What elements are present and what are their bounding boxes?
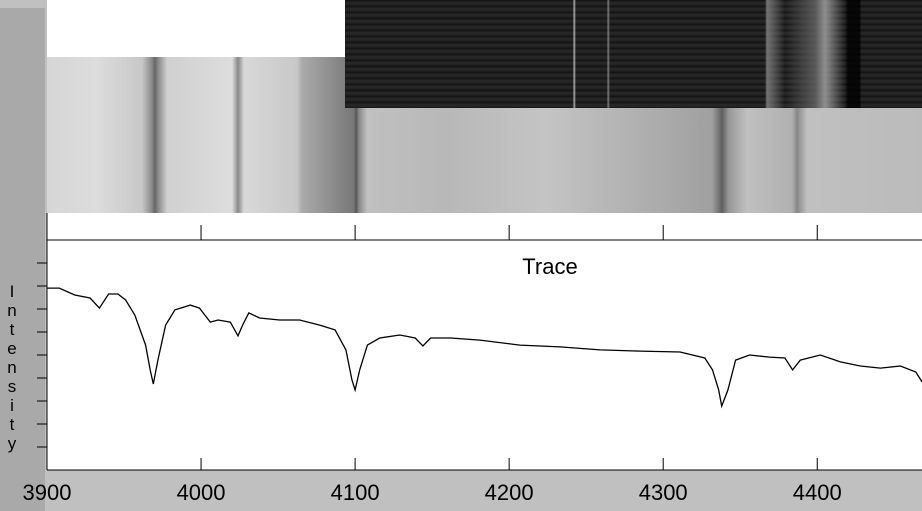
trace-line — [47, 287, 922, 409]
x-tick-label: 3900 — [23, 480, 72, 505]
x-tick-label: 4000 — [177, 480, 226, 505]
side-panel — [0, 8, 45, 511]
spectrum-image — [345, 0, 922, 108]
x-tick-label: 4300 — [639, 480, 688, 505]
plot-area — [47, 240, 922, 470]
x-tick-label: 4200 — [485, 480, 534, 505]
ruler — [47, 213, 922, 240]
x-tick-label: 4400 — [793, 480, 842, 505]
blank-area — [47, 0, 345, 57]
x-tick-label: 4100 — [331, 480, 380, 505]
chart-title: Trace — [522, 254, 577, 279]
